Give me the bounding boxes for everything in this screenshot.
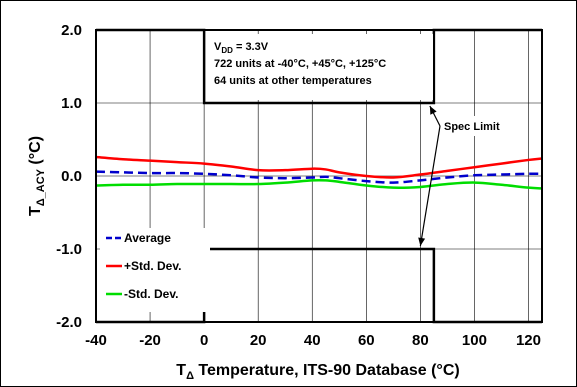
x-tick-label: -40 <box>85 332 107 349</box>
spec-arrow-lower <box>419 125 441 247</box>
legend-label: Average <box>124 231 171 245</box>
x-tick-label: 100 <box>462 332 487 349</box>
spec-limit-label: Spec Limit <box>444 121 500 133</box>
spec-arrowhead-upper <box>429 106 437 115</box>
y-tick-label: -2.0 <box>56 314 82 331</box>
series-line-average <box>95 170 543 184</box>
spec-arrowhead-lower <box>418 237 426 246</box>
y-tick-label: 0.0 <box>61 168 82 185</box>
annotation-line3: 64 units at other temperatures <box>214 75 372 87</box>
legend-box <box>100 228 210 312</box>
y-tick-label: 1.0 <box>61 95 82 112</box>
series-line-plus-std-dev <box>95 155 543 179</box>
series-group <box>95 155 543 190</box>
series-line-minus-std-dev <box>95 178 543 190</box>
y-axis-title: TΔ_ACY (°C) <box>27 136 47 216</box>
plot-frame <box>95 29 543 323</box>
legend-label: +Std. Dev. <box>124 259 181 273</box>
annotation-box <box>208 34 433 100</box>
x-tick-label: 80 <box>412 332 429 349</box>
x-tick-label: 0 <box>200 332 208 349</box>
x-axis-title: TΔ Temperature, ITS-90 Database (°C) <box>176 362 459 382</box>
annotation-vdd: VDD = 3.3V <box>214 41 269 55</box>
x-tick-label: 20 <box>250 332 267 349</box>
x-tick-label: -20 <box>139 332 161 349</box>
y-tick-label: -1.0 <box>56 241 82 258</box>
legend-label: -Std. Dev. <box>124 287 178 301</box>
x-tick-label: 60 <box>358 332 375 349</box>
x-tick-label: 120 <box>516 332 541 349</box>
legend: Average +Std. Dev. -Std. Dev. <box>106 231 181 301</box>
annotation-line2: 722 units at -40°C, +45°C, +125°C <box>214 58 386 70</box>
y-tick-label: 2.0 <box>61 22 82 39</box>
tick-labels: -40 -20 0 20 40 60 80 100 120 2.0 1.0 0.0 -1.0 -2.0 <box>56 22 541 349</box>
spec-label-bg <box>438 116 518 136</box>
x-tick-label: 40 <box>304 332 321 349</box>
